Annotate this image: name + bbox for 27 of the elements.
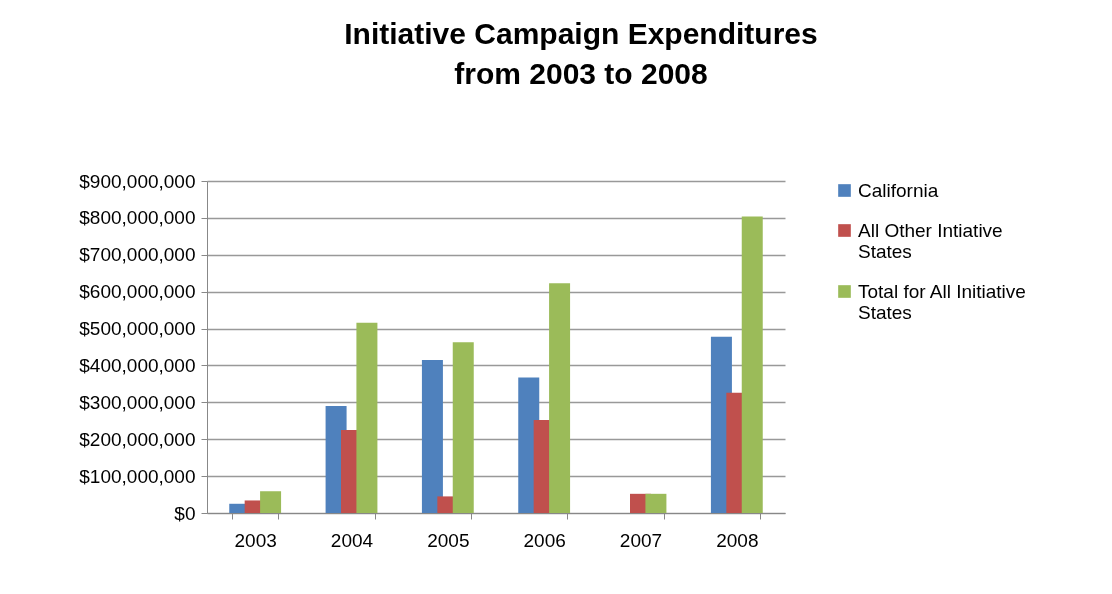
bar xyxy=(421,359,443,513)
y-tick-label: $300,000,000 xyxy=(79,391,196,413)
x-tick-label: 2004 xyxy=(330,529,374,551)
y-tick-label: $0 xyxy=(174,502,196,524)
bar xyxy=(645,493,667,513)
chart-title: Initiative Campaign Expenditures from 2003 to 2008 xyxy=(344,17,818,90)
y-tick-label: $100,000,000 xyxy=(79,465,196,487)
y-tick-label: $500,000,000 xyxy=(79,318,196,340)
bar xyxy=(452,342,474,513)
legend-label: California xyxy=(858,179,939,201)
x-tick-label: 2008 xyxy=(716,529,759,551)
y-tick-label: $400,000,000 xyxy=(79,354,196,376)
x-tick-label: 2006 xyxy=(523,529,566,551)
y-tick-label: $900,000,000 xyxy=(79,170,196,192)
bar xyxy=(741,216,763,513)
y-tick-label: $700,000,000 xyxy=(79,244,196,266)
x-tick-label: 2005 xyxy=(427,529,470,551)
x-tick-label: 2007 xyxy=(619,529,663,551)
bar xyxy=(356,322,378,513)
y-tick-label: $800,000,000 xyxy=(79,207,196,229)
y-tick-label: $600,000,000 xyxy=(79,281,196,303)
legend-label: Total for All Initiative States xyxy=(858,280,1026,323)
x-tick-label: 2003 xyxy=(234,529,277,551)
legend-label: All Other Intiative States xyxy=(858,219,1003,262)
bar xyxy=(260,491,282,513)
bar xyxy=(549,283,571,513)
y-tick-label: $200,000,000 xyxy=(79,428,196,450)
